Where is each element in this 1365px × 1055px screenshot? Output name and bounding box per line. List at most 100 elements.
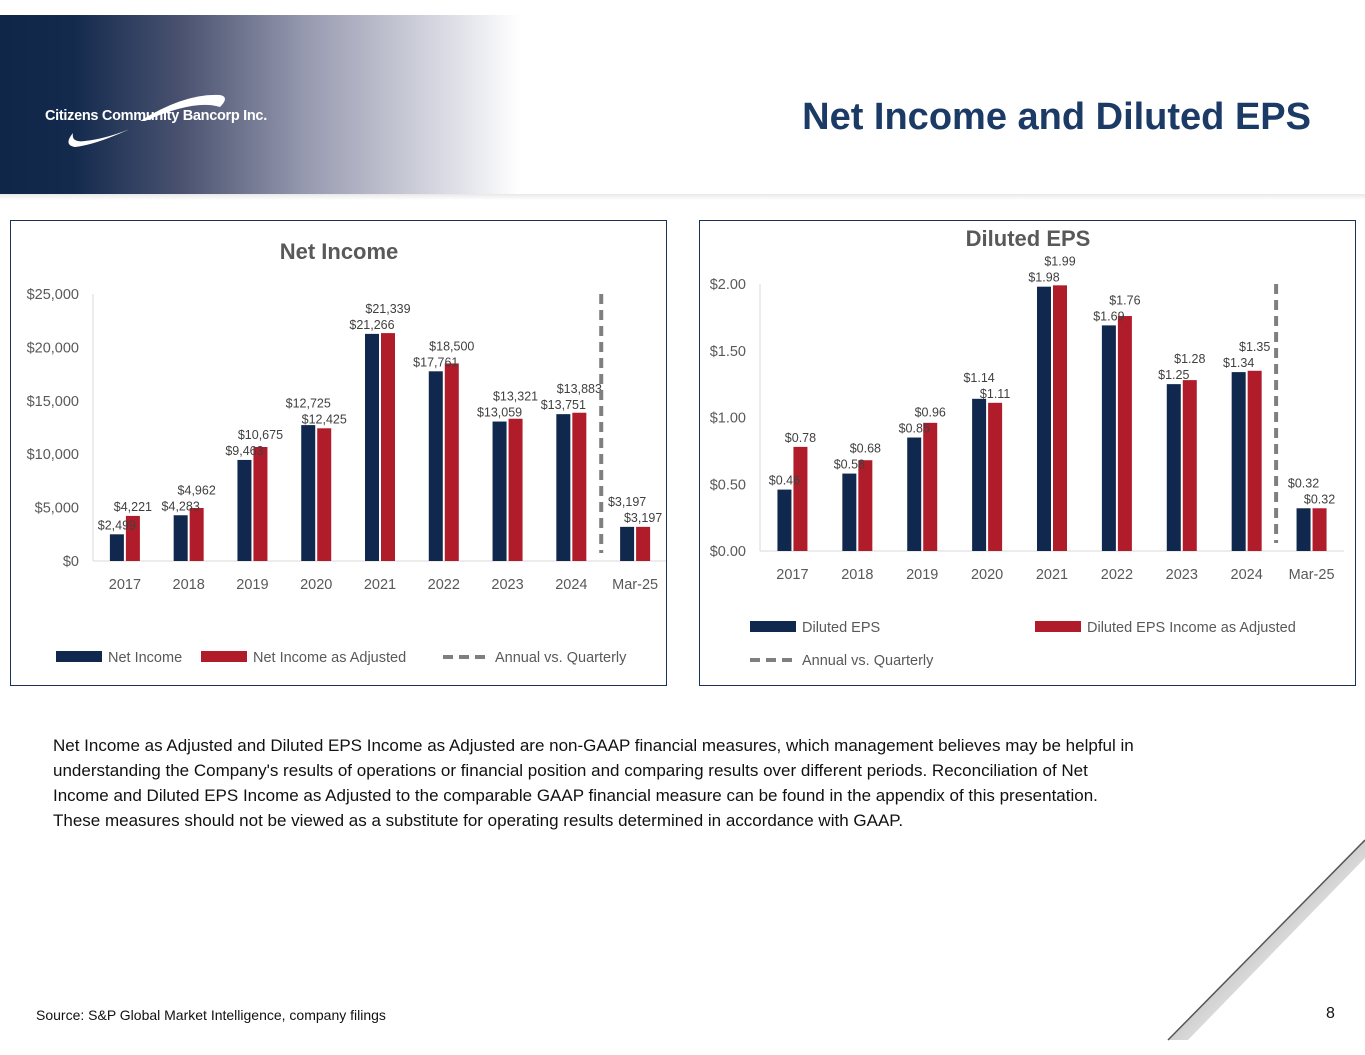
- legend-swatch: [750, 621, 796, 632]
- x-tick-label: 2018: [841, 567, 873, 583]
- header-divider: [0, 194, 1365, 200]
- y-tick-label: $2.00: [710, 277, 746, 293]
- bar: [972, 398, 987, 551]
- legend-label: Net Income as Adjusted: [253, 650, 406, 666]
- diluted-eps-chart: Diluted EPS $0.00 $0.50 $1.00 $1.50 $2.00 2017…: [699, 220, 1356, 686]
- y-tick-label: $1.50: [710, 344, 746, 360]
- adjusted-data-label: $13,883: [557, 382, 602, 396]
- bar: [428, 371, 443, 561]
- adjusted-data-label: $18,500: [429, 339, 474, 353]
- header-banner: Citizens Community Bancorp Inc.: [0, 15, 520, 195]
- adjusted-data-label: $13,321: [493, 390, 538, 404]
- adjusted-data-label: $1.28: [1174, 352, 1205, 366]
- data-label: $17,761: [413, 355, 458, 369]
- adjusted-bar: [317, 428, 332, 561]
- adjusted-bar: [125, 515, 140, 561]
- y-tick-label: $15,000: [27, 394, 79, 410]
- net-income-chart: Net Income $0 $5,000 $10,000 $15,000 $20,000 $…: [10, 220, 667, 686]
- bar: [492, 421, 507, 561]
- x-tick-label: Mar-25: [612, 577, 658, 593]
- adjusted-bar: [189, 508, 204, 561]
- y-tick-label: $0.00: [710, 544, 746, 560]
- x-tick-label: 2023: [491, 577, 523, 593]
- data-label: $1.14: [963, 371, 994, 385]
- x-tick-label: 2019: [236, 577, 268, 593]
- adjusted-bar: [858, 460, 873, 551]
- bar: [237, 459, 252, 561]
- adjusted-data-label: $0.32: [1304, 492, 1335, 506]
- data-label: $0.85: [899, 422, 930, 436]
- adjusted-data-label: $1.35: [1239, 340, 1270, 354]
- adjusted-data-label: $0.68: [850, 442, 881, 456]
- bar: [173, 515, 188, 561]
- adjusted-bar: [1182, 380, 1197, 551]
- data-label: $9,463: [225, 444, 263, 458]
- x-tick-label: 2017: [776, 567, 808, 583]
- data-label: $2,499: [98, 518, 136, 532]
- data-label: $1.98: [1028, 271, 1059, 285]
- bar: [1166, 384, 1181, 551]
- data-label: $1.34: [1223, 356, 1254, 370]
- adjusted-bar: [572, 412, 587, 561]
- x-tick-label: 2021: [364, 577, 396, 593]
- adjusted-bar: [1247, 370, 1262, 551]
- adjusted-data-label: $4,962: [178, 483, 216, 497]
- bar: [842, 473, 857, 551]
- bar: [620, 526, 635, 561]
- page-title: Net Income and Diluted EPS: [802, 96, 1311, 138]
- y-tick-label: $20,000: [27, 340, 79, 356]
- data-label: $1.69: [1093, 309, 1124, 323]
- chart-svg: Diluted EPS $0.00 $0.50 $1.00 $1.50 $2.00 2017…: [710, 226, 1344, 669]
- legend-label: Net Income: [108, 650, 182, 666]
- adjusted-data-label: $21,339: [365, 302, 410, 316]
- data-label: $13,751: [541, 398, 586, 412]
- data-label: $0.58: [834, 458, 865, 472]
- legend-swatch: [56, 651, 102, 662]
- data-label: $3,197: [608, 495, 646, 509]
- data-label: $13,059: [477, 406, 522, 420]
- data-label: $4,283: [162, 499, 200, 513]
- bar: [301, 425, 316, 561]
- bar: [1101, 325, 1116, 551]
- bar: [556, 414, 571, 561]
- adjusted-bar: [793, 446, 808, 551]
- x-tick-label: 2020: [971, 567, 1003, 583]
- x-tick-label: Mar-25: [1289, 567, 1335, 583]
- legend-label: Diluted EPS: [802, 620, 880, 636]
- chart-svg: Net Income $0 $5,000 $10,000 $15,000 $20,000 $…: [27, 239, 666, 666]
- x-tick-label: 2024: [1231, 567, 1263, 583]
- adjusted-bar: [444, 363, 459, 561]
- x-tick-label: 2024: [555, 577, 587, 593]
- adjusted-data-label: $1.99: [1044, 255, 1075, 269]
- non-gaap-note: Net Income as Adjusted and Diluted EPS I…: [53, 736, 1134, 830]
- x-tick-label: 2021: [1036, 567, 1068, 583]
- x-tick-label: 2018: [173, 577, 205, 593]
- adjusted-bar: [988, 402, 1003, 551]
- x-tick-label: 2022: [1101, 567, 1133, 583]
- legend-swatch-adjusted: [1035, 621, 1081, 632]
- x-tick-label: 2022: [428, 577, 460, 593]
- data-label: $21,266: [349, 318, 394, 332]
- adjusted-bar: [508, 418, 523, 561]
- adjusted-data-label: $1.11: [980, 387, 1010, 401]
- x-tick-label: 2023: [1166, 567, 1198, 583]
- adjusted-data-label: $1.76: [1109, 293, 1140, 307]
- data-label: $0.46: [769, 474, 800, 488]
- y-tick-label: $0.50: [710, 477, 746, 493]
- legend-label: Diluted EPS Income as Adjusted: [1087, 620, 1296, 636]
- adjusted-data-label: $4,221: [114, 500, 152, 514]
- adjusted-data-label: $12,425: [302, 412, 347, 426]
- adjusted-bar: [253, 446, 268, 561]
- y-tick-label: $0: [63, 554, 79, 570]
- bar: [1231, 372, 1246, 551]
- adjusted-bar: [1312, 508, 1327, 551]
- data-label: $12,725: [286, 396, 331, 410]
- data-label: $1.25: [1158, 368, 1189, 382]
- adjusted-bar: [381, 333, 395, 561]
- x-tick-label: 2017: [109, 577, 141, 593]
- adjusted-bar: [923, 422, 938, 551]
- adjusted-bar: [1117, 316, 1132, 551]
- bar: [109, 534, 124, 561]
- company-name: Citizens Community Bancorp Inc.: [45, 108, 267, 124]
